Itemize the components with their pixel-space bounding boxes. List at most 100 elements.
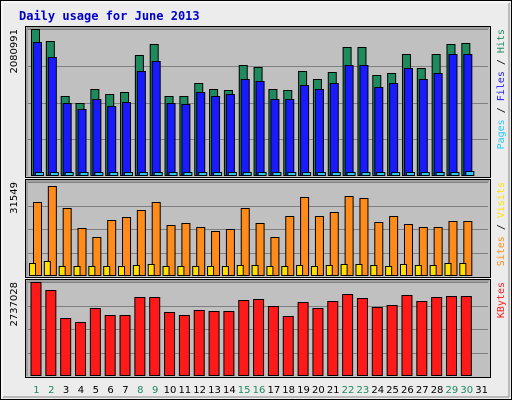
y-axis-label-segment: Visits bbox=[496, 182, 507, 218]
bar-sites-day-30 bbox=[463, 221, 473, 276]
bar-sites-day-27 bbox=[418, 227, 428, 276]
chart-title: Daily usage for June 2013 bbox=[19, 9, 200, 23]
bar-files-day-27 bbox=[418, 79, 428, 176]
bar-pages-day-17 bbox=[272, 172, 282, 176]
bar-kbytes-day-25 bbox=[386, 305, 398, 376]
bar-kbytes-day-13 bbox=[208, 311, 220, 376]
bar-kbytes-day-24 bbox=[371, 307, 383, 376]
bar-visits-day-2 bbox=[43, 261, 51, 276]
y-axis-max-label: 2737028 bbox=[9, 282, 20, 327]
bar-kbytes-day-9 bbox=[149, 297, 161, 376]
bar-files-day-9 bbox=[151, 61, 161, 176]
bar-visits-day-3 bbox=[58, 266, 66, 276]
bar-visits-day-20 bbox=[310, 266, 318, 276]
bar-kbytes-day-20 bbox=[312, 308, 324, 376]
bar-files-day-13 bbox=[211, 96, 221, 176]
bar-sites-day-10 bbox=[166, 225, 176, 276]
y-axis-label-segment: KBytes bbox=[496, 282, 507, 318]
bar-pages-day-26 bbox=[405, 172, 415, 176]
bar-visits-day-9 bbox=[147, 264, 155, 276]
bar-pages-day-1 bbox=[35, 172, 44, 176]
bar-sites-day-18 bbox=[285, 216, 295, 276]
bar-pages-day-20 bbox=[316, 172, 326, 176]
bar-visits-day-12 bbox=[192, 266, 200, 276]
bar-visits-day-11 bbox=[177, 266, 185, 276]
bar-visits-day-5 bbox=[88, 266, 96, 276]
y-axis-label-segment: Files bbox=[496, 71, 507, 101]
x-tick-label-day-20: 20 bbox=[312, 385, 325, 396]
bar-visits-day-28 bbox=[429, 265, 437, 276]
bar-sites-day-7 bbox=[122, 217, 132, 276]
y-axis-label-segment: Hits bbox=[496, 29, 507, 53]
bar-files-day-5 bbox=[92, 99, 102, 176]
bar-files-day-10 bbox=[166, 103, 176, 176]
bar-kbytes-day-28 bbox=[431, 297, 443, 376]
bar-pages-day-5 bbox=[94, 172, 104, 176]
bar-visits-day-24 bbox=[370, 265, 378, 276]
bar-sites-day-5 bbox=[92, 237, 102, 276]
bar-files-day-4 bbox=[77, 109, 87, 176]
bar-files-day-3 bbox=[62, 103, 72, 176]
bar-pages-day-19 bbox=[302, 172, 312, 176]
bar-visits-day-6 bbox=[103, 266, 111, 276]
x-tick-label-day-30: 30 bbox=[460, 385, 473, 396]
bar-kbytes-day-19 bbox=[297, 302, 309, 376]
bar-pages-day-24 bbox=[376, 172, 386, 176]
y-axis-series-label: Sites / Visits bbox=[496, 182, 507, 266]
bar-pages-day-29 bbox=[450, 172, 460, 176]
y-axis-max-label: 31549 bbox=[9, 182, 20, 214]
bar-kbytes-day-4 bbox=[75, 322, 87, 376]
bar-kbytes-day-21 bbox=[327, 301, 339, 376]
bar-visits-day-4 bbox=[73, 266, 81, 276]
x-tick-label-day-21: 21 bbox=[327, 385, 340, 396]
bar-visits-day-25 bbox=[385, 266, 393, 276]
y-axis-label-segment: / bbox=[496, 218, 507, 236]
bar-pages-day-6 bbox=[109, 172, 119, 176]
x-tick-label-day-26: 26 bbox=[401, 385, 414, 396]
bar-sites-day-8 bbox=[136, 210, 146, 276]
bar-visits-day-23 bbox=[355, 264, 363, 276]
bar-kbytes-day-22 bbox=[342, 294, 354, 376]
bar-pages-day-16 bbox=[257, 172, 267, 176]
bar-files-day-6 bbox=[107, 106, 117, 176]
bar-pages-day-18 bbox=[287, 172, 297, 176]
bar-files-day-8 bbox=[136, 71, 146, 176]
bar-sites-day-25 bbox=[389, 216, 399, 276]
bar-sites-day-12 bbox=[196, 227, 206, 276]
bar-pages-day-22 bbox=[346, 172, 356, 176]
x-tick-label-day-1: 1 bbox=[33, 385, 39, 396]
bar-pages-day-14 bbox=[227, 172, 237, 176]
bar-pages-day-3 bbox=[64, 172, 74, 176]
bar-files-day-25 bbox=[389, 83, 399, 176]
panel-kbytes: 2737028 KBytes bbox=[9, 279, 507, 378]
panel-hits_files: 2080991 Pages / Files / Hits bbox=[9, 26, 507, 178]
bar-sites-day-14 bbox=[225, 229, 235, 276]
x-tick-label-day-23: 23 bbox=[357, 385, 370, 396]
bar-kbytes-day-7 bbox=[119, 315, 131, 376]
y-axis-label-segment: Pages bbox=[496, 119, 507, 149]
bar-files-day-12 bbox=[196, 92, 206, 176]
y-axis-label-segment: Sites bbox=[496, 236, 507, 266]
bar-pages-day-10 bbox=[168, 172, 178, 176]
y-axis-series-label: KBytes bbox=[496, 282, 507, 318]
bar-visits-day-16 bbox=[251, 265, 259, 276]
x-tick-label-day-13: 13 bbox=[208, 385, 221, 396]
bar-sites-day-28 bbox=[433, 227, 443, 276]
bar-pages-day-15 bbox=[242, 172, 252, 176]
bar-pages-day-23 bbox=[361, 172, 371, 176]
bar-files-day-14 bbox=[225, 94, 235, 176]
bar-files-day-2 bbox=[47, 57, 57, 176]
bar-kbytes-day-26 bbox=[401, 295, 413, 376]
bar-sites-day-3 bbox=[62, 208, 72, 276]
x-tick-label-day-24: 24 bbox=[371, 385, 384, 396]
bar-files-day-17 bbox=[270, 99, 280, 176]
bar-kbytes-day-29 bbox=[445, 296, 457, 376]
bar-kbytes-day-17 bbox=[267, 306, 279, 376]
bar-kbytes-day-3 bbox=[60, 318, 72, 376]
x-tick-label-day-3: 3 bbox=[63, 385, 69, 396]
bar-files-day-18 bbox=[285, 99, 295, 176]
bar-visits-day-13 bbox=[207, 266, 215, 276]
x-tick-label-day-12: 12 bbox=[193, 385, 206, 396]
bar-kbytes-day-18 bbox=[282, 316, 294, 376]
